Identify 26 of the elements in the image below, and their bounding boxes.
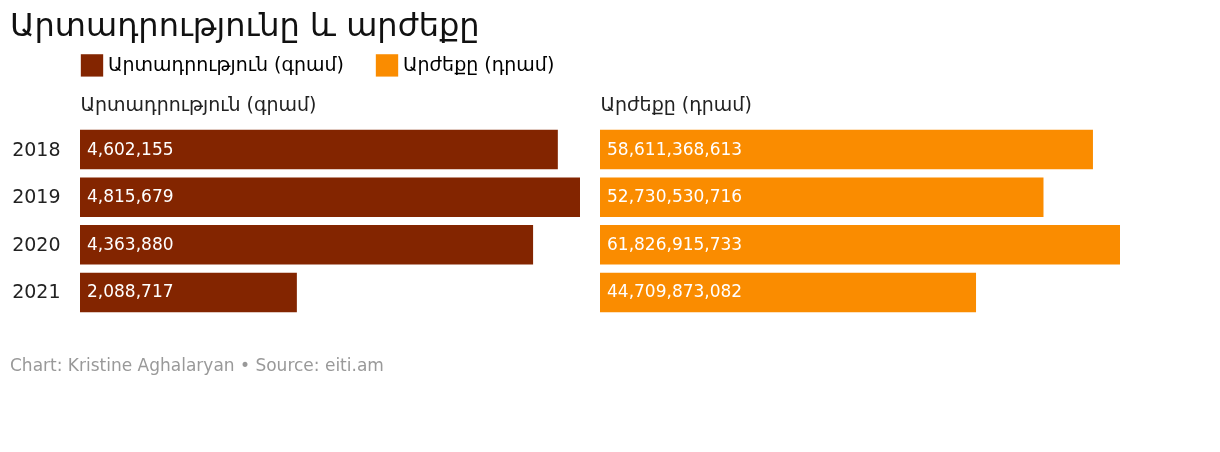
bar — [600, 177, 1044, 217]
chart-title: Արտադրությունը և արժեքը — [10, 6, 480, 44]
x-axis-title: Արժեքը (դրամ) — [600, 92, 752, 115]
bar — [80, 177, 580, 217]
data-label: 58,611,368,613 — [607, 138, 743, 159]
bar — [600, 272, 977, 313]
x-axis-title: Արտադրություն (գրամ) — [80, 92, 317, 115]
bar — [80, 129, 558, 170]
data-label: 44,709,873,082 — [607, 281, 743, 302]
data-label: 4,815,679 — [87, 186, 174, 207]
legend-label: Արժեքը (դրամ) — [403, 53, 555, 76]
bar — [600, 225, 1120, 265]
y-tick-label: 2018 — [12, 137, 61, 160]
data-label: 61,826,915,733 — [607, 233, 743, 254]
data-label: 4,363,880 — [87, 233, 174, 254]
legend-label: Արտադրություն (գրամ) — [108, 53, 345, 76]
bar — [600, 129, 1093, 170]
data-label: 52,730,530,716 — [607, 186, 743, 207]
data-label: 2,088,717 — [87, 281, 174, 302]
y-tick-label: 2019 — [12, 185, 61, 208]
text: Chart: Kristine Aghalaryan • Source: eiti.am — [10, 355, 384, 375]
bar — [80, 272, 297, 313]
y-tick-label: 2020 — [12, 232, 61, 255]
data-label: 4,602,155 — [87, 138, 174, 159]
y-tick-label: 2021 — [12, 280, 61, 303]
bar — [80, 225, 534, 265]
